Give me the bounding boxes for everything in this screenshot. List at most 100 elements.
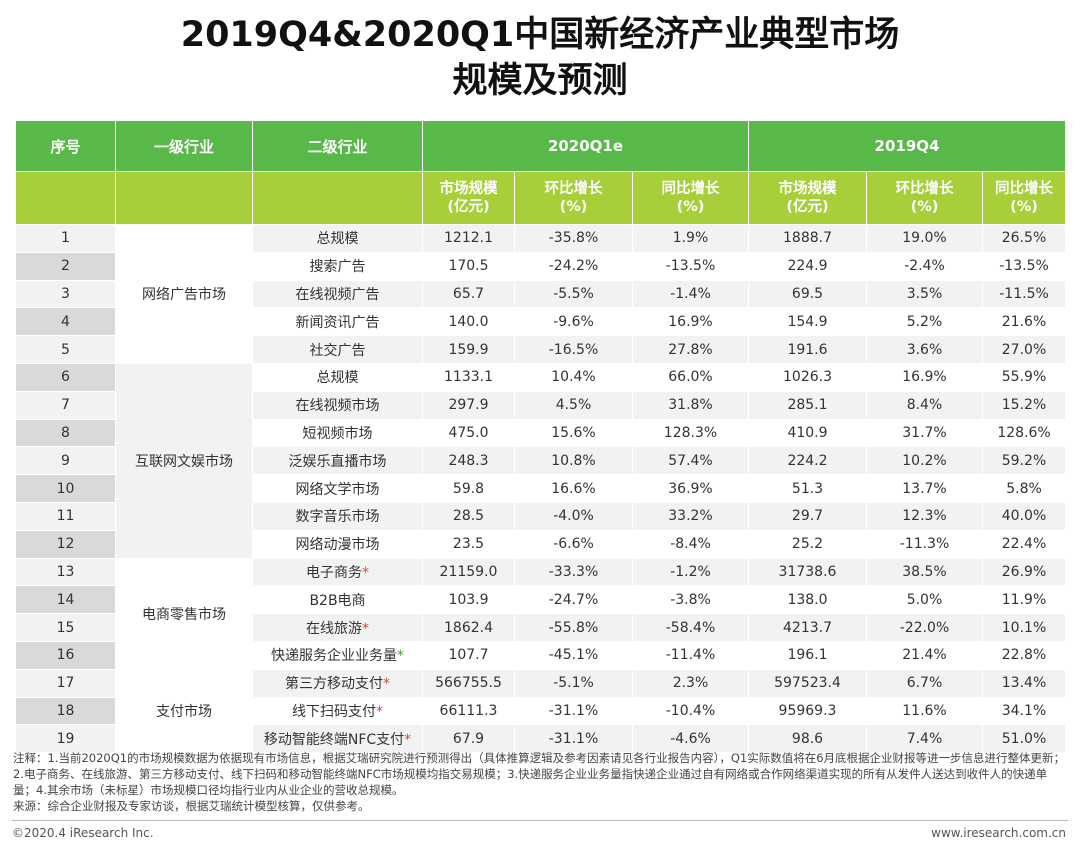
- market-size-table: 序号 一级行业 二级行业 2020Q1e 2019Q4 市场规模 (亿元) 环比增…: [15, 120, 1067, 754]
- qoq-growth-2020q1: -24.2%: [514, 251, 633, 281]
- market-size-2020q1: 103.9: [422, 585, 515, 615]
- market-size-2020q1: 28.5: [422, 501, 515, 531]
- market-size-2020q1: 107.7: [422, 640, 515, 670]
- yoy-growth-2020q1: 57.4%: [632, 446, 749, 476]
- level2-industry: 数字音乐市场: [252, 501, 423, 531]
- row-index: 1: [15, 224, 116, 253]
- yoy-growth-2019q4: 22.4%: [981, 529, 1067, 559]
- row-index: 15: [15, 613, 116, 642]
- level2-industry: 社交广告: [252, 335, 423, 364]
- yoy-growth-2019q4: 128.6%: [981, 418, 1067, 448]
- qoq-growth-2020q1: -45.1%: [514, 640, 633, 670]
- header-group-2019q4: 2019Q4: [747, 120, 1067, 172]
- qoq-growth-2019q4: 11.6%: [866, 696, 983, 726]
- level2-label: 网络文学市场: [295, 481, 380, 498]
- qoq-growth-2019q4: 6.7%: [866, 668, 983, 698]
- header-blank: [252, 171, 423, 225]
- yoy-growth-2020q1: -1.4%: [632, 279, 749, 309]
- header-blank: [15, 171, 116, 225]
- yoy-growth-2019q4: 15.2%: [981, 390, 1067, 420]
- qoq-growth-2019q4: 5.2%: [866, 307, 983, 337]
- yoy-growth-2020q1: 33.2%: [632, 501, 749, 531]
- market-size-2020q1: 159.9: [422, 335, 515, 364]
- market-size-2019q4: 4213.7: [748, 613, 867, 642]
- header-qoq-2020: 环比增长 (%): [514, 171, 633, 225]
- market-size-2019q4: 138.0: [748, 585, 867, 615]
- market-size-2020q1: 140.0: [422, 307, 515, 337]
- level2-industry: 在线旅游*: [252, 613, 423, 642]
- yoy-growth-2019q4: 27.0%: [981, 335, 1067, 364]
- yoy-growth-2019q4: 11.9%: [981, 585, 1067, 615]
- yoy-growth-2019q4: 21.6%: [981, 307, 1067, 337]
- level2-industry: 网络动漫市场: [252, 529, 423, 559]
- level2-label: 第三方移动支付: [285, 676, 383, 693]
- yoy-growth-2019q4: 59.2%: [981, 446, 1067, 476]
- market-size-2020q1: 21159.0: [422, 557, 515, 587]
- level2-label: 在线视频广告: [295, 286, 380, 303]
- row-index: 17: [15, 668, 116, 698]
- yoy-growth-2020q1: -10.4%: [632, 696, 749, 726]
- table-row: 15 在线旅游* 1862.4 -55.8% -58.4% 4213.7 -22.0% 10.…: [15, 613, 1067, 642]
- level2-label: 泛娱乐直播市场: [288, 453, 387, 470]
- row-index: 7: [15, 390, 116, 420]
- level2-label: 总规模: [316, 231, 359, 248]
- market-size-2019q4: 196.1: [748, 640, 867, 670]
- level2-industry: 总规模: [252, 224, 423, 253]
- market-size-2019q4: 154.9: [748, 307, 867, 337]
- row-index: 19: [15, 724, 116, 754]
- yoy-growth-2019q4: 26.9%: [981, 557, 1067, 587]
- row-index: 10: [15, 474, 116, 503]
- qoq-growth-2020q1: -35.8%: [514, 224, 633, 253]
- footer-website: www.iresearch.com.cn: [931, 826, 1066, 840]
- qoq-growth-2020q1: -4.0%: [514, 501, 633, 531]
- level2-industry: 在线视频市场: [252, 390, 423, 420]
- qoq-growth-2019q4: -22.0%: [866, 613, 983, 642]
- table-body: 1 网络广告市场 总规模 1212.1 -35.8% 1.9% 1888.7 19.0% 26.…: [15, 224, 1067, 754]
- header-level2: 二级行业: [252, 120, 423, 172]
- market-size-2020q1: 23.5: [422, 529, 515, 559]
- qoq-growth-2020q1: 4.5%: [514, 390, 633, 420]
- header-qoq-2019: 环比增长 (%): [866, 171, 983, 225]
- level2-industry: 移动智能终端NFC支付*: [252, 724, 423, 754]
- table-row: 18 线下扫码支付* 66111.3 -31.1% -10.4% 95969.3 11.6%…: [15, 696, 1067, 726]
- table-row: 13 电商零售市场 电子商务* 21159.0 -33.3% -1.2% 31738.6 38…: [15, 557, 1067, 670]
- yoy-growth-2020q1: 66.0%: [632, 362, 749, 392]
- qoq-growth-2019q4: 5.0%: [866, 585, 983, 615]
- asterisk-marker: *: [376, 703, 383, 720]
- market-size-2020q1: 1862.4: [422, 613, 515, 642]
- yoy-growth-2020q1: 128.3%: [632, 418, 749, 448]
- market-size-2020q1: 66111.3: [422, 696, 515, 726]
- market-size-2019q4: 224.2: [748, 446, 867, 476]
- notes: 注释：1.当前2020Q1的市场规模数据为依据现有市场信息，根据艾瑞研究院进行预…: [13, 750, 1068, 814]
- row-index: 8: [15, 418, 116, 448]
- market-size-2020q1: 1212.1: [422, 224, 515, 253]
- yoy-growth-2019q4: 51.0%: [981, 724, 1067, 754]
- market-size-2020q1: 67.9: [422, 724, 515, 754]
- qoq-growth-2019q4: 3.6%: [866, 335, 983, 364]
- yoy-growth-2020q1: -3.8%: [632, 585, 749, 615]
- market-size-2019q4: 191.6: [748, 335, 867, 364]
- asterisk-marker: *: [362, 564, 369, 581]
- table-row: 4 新闻资讯广告 140.0 -9.6% 16.9% 154.9 5.2% 21.6%: [15, 307, 1067, 337]
- header-size-unit: (亿元): [786, 199, 829, 215]
- qoq-growth-2019q4: 19.0%: [866, 224, 983, 253]
- table-row: 9 泛娱乐直播市场 248.3 10.8% 57.4% 224.2 10.2% 59.2%: [15, 446, 1067, 476]
- qoq-growth-2020q1: -5.5%: [514, 279, 633, 309]
- header-yoy-label: 同比增长: [995, 181, 1054, 197]
- qoq-growth-2020q1: 10.4%: [514, 362, 633, 392]
- row-index: 5: [15, 335, 116, 364]
- table-row: 8 短视频市场 475.0 15.6% 128.3% 410.9 31.7% 128.6%: [15, 418, 1067, 448]
- table-row: 1 网络广告市场 总规模 1212.1 -35.8% 1.9% 1888.7 19.0% 26.…: [15, 224, 1067, 364]
- yoy-growth-2020q1: 2.3%: [632, 668, 749, 698]
- qoq-growth-2020q1: -16.5%: [514, 335, 633, 364]
- qoq-growth-2019q4: 16.9%: [866, 362, 983, 392]
- row-index: 18: [15, 696, 116, 726]
- yoy-growth-2020q1: -1.2%: [632, 557, 749, 587]
- yoy-growth-2020q1: -8.4%: [632, 529, 749, 559]
- header-yoy-unit: (%): [676, 199, 705, 215]
- qoq-growth-2019q4: 7.4%: [866, 724, 983, 754]
- yoy-growth-2019q4: 5.8%: [981, 474, 1067, 503]
- level2-industry: 搜索广告: [252, 251, 423, 281]
- yoy-growth-2020q1: -11.4%: [632, 640, 749, 670]
- qoq-growth-2019q4: 10.2%: [866, 446, 983, 476]
